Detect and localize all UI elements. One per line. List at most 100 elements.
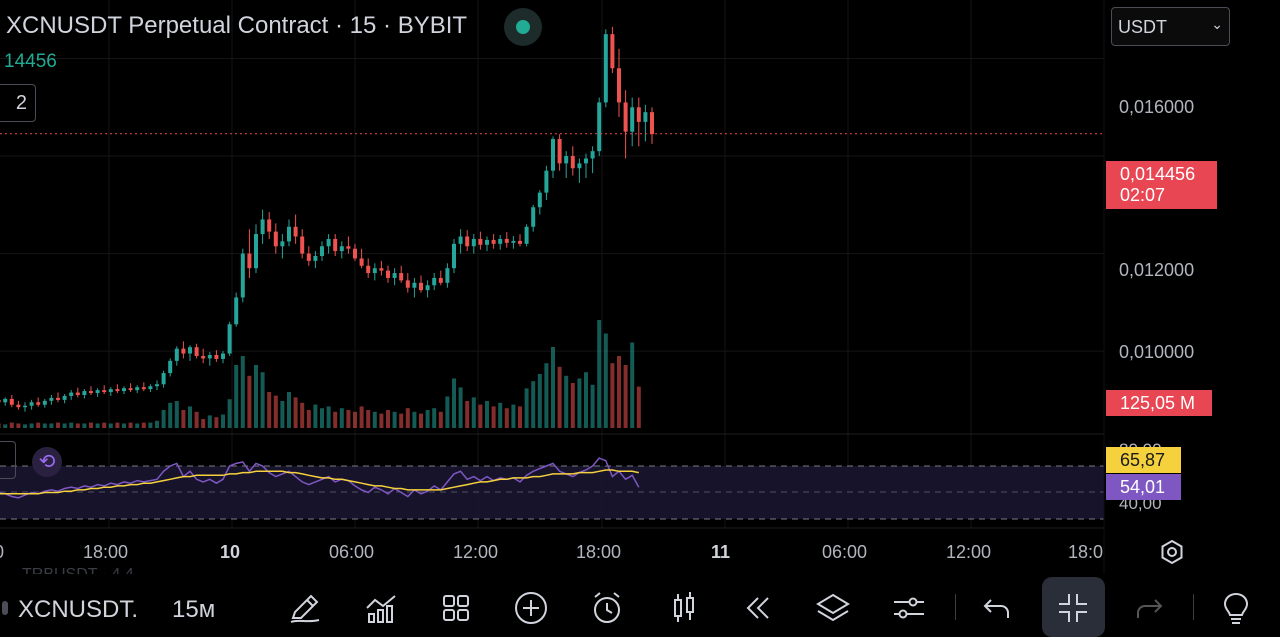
candle-body [221,353,225,359]
candle-body [155,384,159,387]
volume-bar [617,356,621,428]
axis-settings-icon[interactable] [1159,539,1185,565]
volume-bar [597,320,602,428]
volume-bar [75,423,80,428]
time-label: 18:00 [576,542,622,562]
volume-badge: 125,05 M [1106,390,1212,416]
layers-icon[interactable] [813,588,853,628]
rewind-icon[interactable] [738,588,778,628]
indicators-icon[interactable] [361,588,401,628]
candle-body [399,273,404,281]
chart-title[interactable]: XCNUSDT Perpetual Contract · 15 · BYBIT [6,12,468,39]
volume-bar [465,401,470,428]
candle-body [643,112,648,122]
volume-bar [56,422,60,428]
candle-body [405,280,410,288]
candle-body [650,112,654,135]
candle-body [366,265,371,274]
volume-bar [95,423,100,428]
candle-body [234,297,239,325]
volume-bar [300,402,305,428]
alarm-icon[interactable] [587,588,627,628]
undo-icon[interactable] [977,588,1017,628]
candle-body [89,391,93,394]
currency-select[interactable]: USDT ⌄ [1111,7,1230,46]
pen-icon[interactable] [285,588,325,628]
volume-bar [636,386,641,428]
candle-body [306,253,311,261]
time-label: 0 [0,542,4,563]
candle-body [313,256,318,261]
candle-body [201,355,206,359]
volume-bar [128,422,133,428]
toolbar-symbol[interactable]: XCNUSDT. [18,596,139,623]
collapse-legend-button[interactable]: 2 [0,84,36,122]
volume-bar [630,342,635,428]
candle-body [610,34,615,69]
candle-body [102,390,107,393]
candle-body [425,285,430,291]
candle-body [260,219,265,235]
volume-bar [122,423,126,428]
candle-body [597,102,602,152]
grid-icon[interactable] [436,588,476,628]
candle-body [300,236,305,254]
volume-bar [148,422,153,428]
candle-body [419,282,423,291]
candles-icon[interactable] [663,588,703,628]
volume-bar [518,406,522,428]
volume-bar [419,413,423,428]
plus-circle-icon[interactable] [511,588,551,628]
candle-body [603,34,608,103]
volume-bar [425,410,430,428]
candle-body [75,392,80,395]
rsi-legend-toggle[interactable] [0,441,16,479]
time-label: 06:00 [822,542,868,562]
candle-body [0,399,1,403]
candle-body [247,253,252,269]
time-label: 10 [220,542,241,562]
volume-bar [438,411,443,428]
candle-body [491,239,496,244]
volume-bar [260,372,265,428]
sliders-icon[interactable] [889,588,929,628]
volume-bar [108,423,113,428]
volume-bar [313,404,318,428]
chart-grid [0,0,1104,528]
volume-bar [62,423,67,428]
volume-bar [557,366,562,428]
candle-body [346,246,351,249]
candle-body [168,360,173,374]
volume-bar [346,410,351,428]
candle-body [617,68,621,103]
volume-bar [49,423,54,428]
volume-bar [372,411,377,428]
rsi-ma-badge: 65,87 [1106,447,1181,473]
candle-body [504,238,509,243]
market-status-icon[interactable] [504,8,542,46]
idea-icon[interactable] [1216,588,1256,628]
volume-bar [254,365,258,428]
sync-icon[interactable]: ⟲ [32,447,62,477]
fullscreen-exit-icon[interactable] [1053,588,1093,628]
candle-body [29,402,34,406]
toolbar-timeframe[interactable]: 15м [172,596,216,623]
candle-body [36,402,41,405]
rsi-ma-line [0,469,639,495]
volume-bar [498,402,503,428]
candle-body [194,347,199,356]
volume-bar [412,411,417,428]
volume-bar [537,374,542,428]
candle-body [69,392,74,396]
currency-value: USDT [1118,17,1167,37]
candle-body [379,268,384,271]
bottom-toolbar: XCNUSDT. 15м [0,574,1280,637]
volume-bar [584,372,588,428]
time-label: 12:00 [946,542,992,562]
volume-bar [273,395,278,428]
legend-count: 2 [15,92,27,114]
redo-icon[interactable] [1129,588,1169,628]
candle-body [135,387,140,391]
volume-bar [504,408,509,428]
